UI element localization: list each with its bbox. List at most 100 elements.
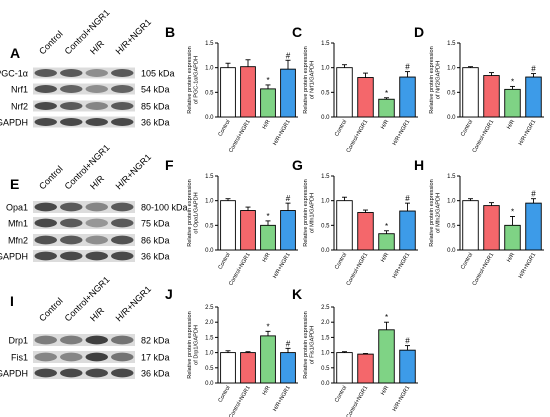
x-tick-label: H/R xyxy=(262,252,272,263)
y-axis-label-line: of Drp1/GAPDH xyxy=(194,325,200,365)
blot-strip xyxy=(33,67,135,79)
bar-control-ngr1 xyxy=(357,77,374,118)
blot-band xyxy=(111,352,134,362)
x-tick-label: H/R xyxy=(380,252,390,263)
y-tick-label: 0.0 xyxy=(321,381,330,387)
bar-control xyxy=(220,200,236,251)
y-tick-label: 0.0 xyxy=(321,115,330,121)
blot-band xyxy=(85,235,108,245)
x-tick-label: Control+NGR1 xyxy=(472,119,496,154)
blot-band xyxy=(34,102,57,110)
blot-band xyxy=(85,102,108,110)
y-tick-label: 0.5 xyxy=(321,90,330,96)
protein-label: Fis1 xyxy=(11,353,28,363)
y-tick-label: 2.5 xyxy=(205,305,214,311)
y-axis-label-line: Relative protein expression xyxy=(187,46,193,113)
y-axis-label: Relative protein expressionof Nrf2/GAPDH xyxy=(429,46,442,113)
blot-band xyxy=(111,218,134,228)
y-axis-label: Relative protein expressionof Mfn1/GAPDH xyxy=(303,179,316,246)
y-tick-label: 1.5 xyxy=(321,174,330,180)
blot-band xyxy=(85,251,108,261)
blot-strip xyxy=(33,367,135,379)
blot-strip xyxy=(33,334,135,346)
bar-control xyxy=(220,67,236,118)
panel-label: B xyxy=(165,24,175,40)
y-axis-label-line: of Opa1/GAPDH xyxy=(194,192,200,233)
y-tick-label: 1.0 xyxy=(205,199,214,205)
chart-panel-h: H Relative protein expressionof Mfn2/GAPD… xyxy=(414,157,544,287)
blot-strip xyxy=(33,351,135,363)
protein-label: Mfn1 xyxy=(8,219,28,229)
panel-label: D xyxy=(414,24,424,40)
bar-control-ngr1 xyxy=(483,75,500,118)
lane-label: Control xyxy=(37,29,65,57)
significance-marker: * xyxy=(511,77,514,86)
blot-band xyxy=(34,352,57,362)
bar-control-ngr1 xyxy=(483,205,500,251)
y-axis-label-line: of Mfn1/GAPDH xyxy=(310,193,316,233)
y-tick-label: 1.5 xyxy=(205,335,214,341)
kda-label: 80-100 kDa xyxy=(141,203,188,213)
kda-label: 54 kDa xyxy=(141,85,170,95)
protein-label: Opa1 xyxy=(6,203,28,213)
x-tick-label: Control+NGR1 xyxy=(346,119,370,154)
y-tick-label: 0.5 xyxy=(205,223,214,229)
bar-h-r-ngr1 xyxy=(525,76,542,118)
y-axis-label-line: of Nrf2/GAPDH xyxy=(436,61,442,99)
protein-label: GAPDH xyxy=(0,252,28,262)
bar-h-r xyxy=(504,88,521,118)
y-tick-label: 1.0 xyxy=(447,199,456,205)
kda-label: 75 kDa xyxy=(141,219,170,229)
bar-h-r-ngr1 xyxy=(525,202,542,251)
y-tick-label: 0.0 xyxy=(447,115,456,121)
blot-panel-a: AControlControl+NGR1H/RH/R+NGR1PGC-1α105… xyxy=(0,7,175,128)
blot-strip xyxy=(33,250,135,262)
x-tick-label: Control xyxy=(460,119,474,138)
x-tick-label: Control xyxy=(218,252,232,271)
blot-band xyxy=(60,202,83,212)
y-tick-label: 0.5 xyxy=(205,90,214,96)
x-tick-label: H/R xyxy=(262,119,272,130)
y-tick-label: 0.5 xyxy=(447,90,456,96)
blot-band xyxy=(111,251,134,261)
y-tick-label: 1.0 xyxy=(205,66,214,72)
significance-marker: * xyxy=(385,222,388,231)
kda-label: 82 kDa xyxy=(141,336,170,346)
bar-control-ngr1 xyxy=(357,212,374,251)
bar-h-r-ngr1 xyxy=(280,68,296,118)
blot-strip xyxy=(33,234,135,246)
y-tick-label: 0.0 xyxy=(447,248,456,254)
protein-label: Nrf2 xyxy=(11,102,28,112)
bar-control-ngr1 xyxy=(357,353,374,384)
x-tick-label: H/R+NGR1 xyxy=(392,252,411,280)
kda-label: 105 kDa xyxy=(141,69,175,79)
protein-label: Nrf1 xyxy=(11,85,28,95)
y-axis-label-line: of Nrf1/GAPDH xyxy=(310,61,316,99)
panel-label: K xyxy=(292,286,302,302)
kda-label: 86 kDa xyxy=(141,236,170,246)
blot-band xyxy=(60,352,83,362)
blot-band xyxy=(34,202,57,212)
blot-band xyxy=(60,85,83,93)
protein-label: Mfn2 xyxy=(8,236,28,246)
blot-band xyxy=(111,202,134,212)
chart-panel-b: B Relative protein expressionof PGC-1α/GA… xyxy=(165,24,298,154)
significance-marker: # xyxy=(286,51,291,60)
chart-panel-f: F Relative protein expressionof Opa1/GAPD… xyxy=(165,157,298,287)
y-tick-label: 1.5 xyxy=(447,41,456,47)
x-tick-label: Control+NGR1 xyxy=(346,252,370,287)
y-axis-label-line: Relative protein expression xyxy=(187,311,193,378)
blot-strip xyxy=(33,217,135,229)
y-tick-label: 0.5 xyxy=(321,366,330,372)
x-tick-label: Control+NGR1 xyxy=(228,385,252,417)
bar-control-ngr1 xyxy=(240,66,256,118)
y-axis-label: Relative protein expressionof Nrf1/GAPDH xyxy=(303,46,316,113)
y-tick-label: 1.5 xyxy=(205,41,214,47)
bar-h-r xyxy=(378,233,395,251)
y-tick-label: 1.0 xyxy=(321,199,330,205)
x-tick-label: H/R xyxy=(380,385,390,396)
panel-label: E xyxy=(10,176,19,192)
